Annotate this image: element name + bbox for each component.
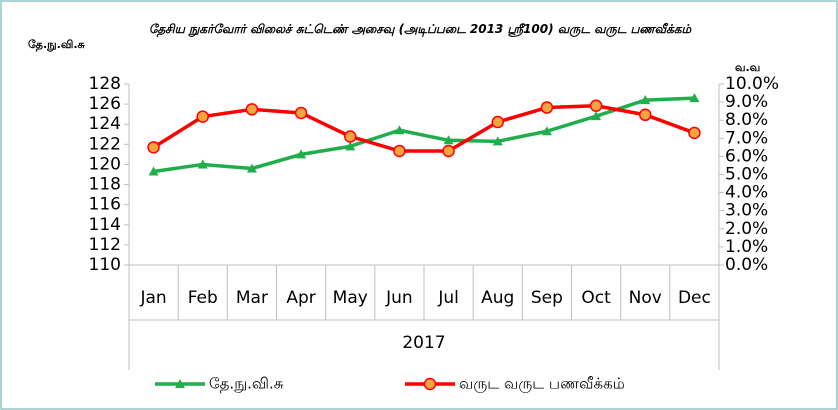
- x-tick-label: Dec: [678, 288, 711, 308]
- marker: [148, 166, 159, 176]
- category-group-label: 2017: [402, 333, 445, 353]
- x-tick-label: Sep: [531, 288, 563, 308]
- y-tick-label: 122: [89, 134, 121, 154]
- x-tick-label: Nov: [629, 288, 662, 308]
- marker: [246, 163, 257, 173]
- marker: [640, 95, 651, 105]
- y2-tick-label: 8.0%: [725, 110, 768, 130]
- marker: [639, 108, 652, 122]
- marker: [345, 141, 356, 151]
- y-axis-label: தே.நு.வி.சு: [28, 38, 86, 52]
- y-tick-label: 110: [89, 255, 121, 275]
- x-tick-label: Oct: [581, 288, 611, 308]
- marker: [245, 103, 259, 116]
- marker: [540, 101, 554, 114]
- marker: [344, 130, 357, 143]
- y-tick-label: 120: [89, 154, 121, 174]
- marker: [196, 110, 209, 123]
- x-tick-label: Jun: [385, 288, 413, 308]
- y2-tick-label: 1.0%: [725, 237, 768, 257]
- y2-tick-label: 5.0%: [725, 165, 768, 185]
- y2-tick-label: 0.0%: [725, 255, 768, 275]
- y2-tick-label: 4.0%: [725, 183, 768, 203]
- marker: [591, 111, 602, 121]
- chart-title: தேசிய நுகர்வோர் விலைச் சுட்டெண் அசைவு (அ…: [148, 22, 692, 36]
- marker: [492, 136, 503, 146]
- marker: [197, 159, 208, 169]
- series-line: [153, 96, 695, 174]
- marker: [541, 126, 552, 136]
- marker: [294, 106, 308, 120]
- y2-tick-label: 10.0%: [725, 74, 779, 94]
- y-tick-label: 128: [89, 74, 121, 94]
- x-tick-label: Mar: [236, 288, 268, 308]
- marker: [393, 144, 406, 158]
- y2-tick-label: 7.0%: [725, 128, 768, 148]
- x-tick-label: Aug: [481, 288, 514, 308]
- y-tick-label: 124: [89, 114, 121, 134]
- x-tick-label: Jan: [139, 288, 166, 308]
- y2-tick-label: 6.0%: [725, 146, 768, 166]
- x-tick-label: Feb: [188, 288, 218, 308]
- x-tick-label: May: [333, 288, 368, 308]
- y2-tick-label: 3.0%: [725, 201, 768, 221]
- marker: [688, 126, 701, 140]
- y-tick-label: 116: [89, 195, 121, 215]
- marker: [689, 93, 700, 103]
- series-line: [152, 103, 696, 153]
- marker: [394, 125, 405, 135]
- y-tick-label: 112: [89, 235, 121, 255]
- x-tick-label: Apr: [286, 288, 315, 308]
- y2-tick-label: 2.0%: [725, 219, 768, 239]
- marker: [147, 141, 160, 154]
- y-tick-label: 118: [89, 175, 121, 195]
- y2-tick-label: 9.0%: [725, 92, 768, 112]
- marker: [443, 135, 454, 145]
- legend-marker: [175, 379, 185, 388]
- x-tick-label: Jul: [437, 288, 459, 308]
- marker: [442, 144, 455, 158]
- legend-label: தே.நு.வி.சு: [209, 375, 284, 393]
- legend-marker: [423, 377, 437, 391]
- y-tick-label: 126: [89, 94, 121, 114]
- y-tick-label: 114: [89, 215, 121, 235]
- marker: [589, 99, 603, 112]
- marker: [296, 149, 307, 159]
- y2-axis-label: வ.வ: [735, 61, 760, 74]
- legend-label: வருட வருட பணவீக்கம்: [459, 375, 625, 393]
- marker: [491, 115, 504, 129]
